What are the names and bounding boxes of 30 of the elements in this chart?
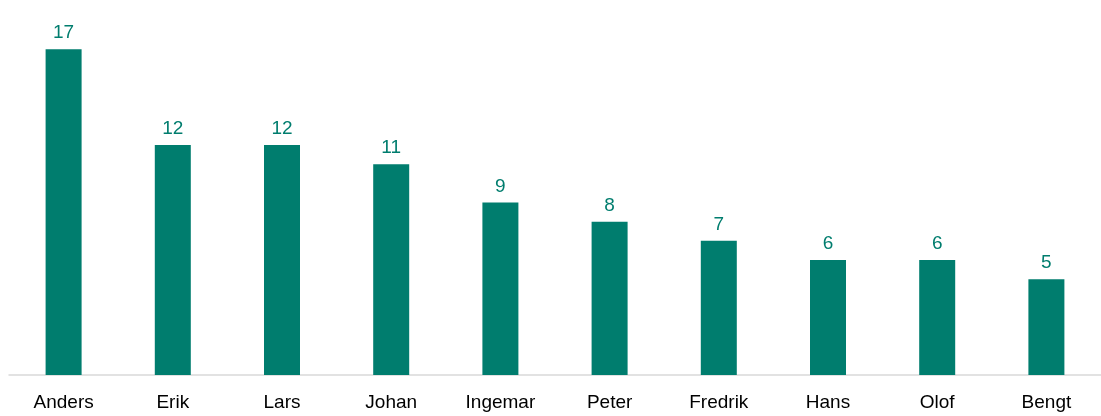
data-label: 5: [1041, 251, 1052, 273]
x-tick-label: Hans: [805, 391, 851, 412]
x-tick-label: Lars: [263, 391, 301, 412]
data-label: 17: [53, 21, 75, 43]
data-label: 12: [271, 117, 293, 138]
bar: [1028, 279, 1065, 375]
x-tick-label: Erik: [156, 391, 190, 412]
data-label: 7: [713, 212, 725, 234]
bar: [919, 260, 956, 375]
bar: [154, 145, 191, 375]
bar: [264, 145, 300, 375]
x-tick-label: Ingemar: [465, 391, 536, 412]
data-label: 6: [931, 232, 943, 253]
x-tick-label: Anders: [33, 391, 94, 412]
x-tick-label: Fredrik: [689, 391, 749, 412]
bar: [591, 221, 628, 375]
data-label: 11: [381, 136, 402, 158]
x-tick-label: Bengt: [1021, 391, 1072, 412]
bar: [810, 260, 846, 375]
x-tick-label: Olof: [919, 391, 956, 412]
data-label: 6: [822, 232, 834, 253]
bar: [373, 164, 410, 375]
data-label: 8: [604, 193, 615, 215]
x-tick-label: Johan: [365, 391, 418, 412]
data-label: 9: [495, 174, 506, 196]
bar: [482, 202, 519, 375]
bar: [45, 49, 82, 375]
x-tick-label: Peter: [586, 391, 633, 412]
bar: [700, 240, 737, 375]
data-label: 12: [162, 117, 184, 138]
